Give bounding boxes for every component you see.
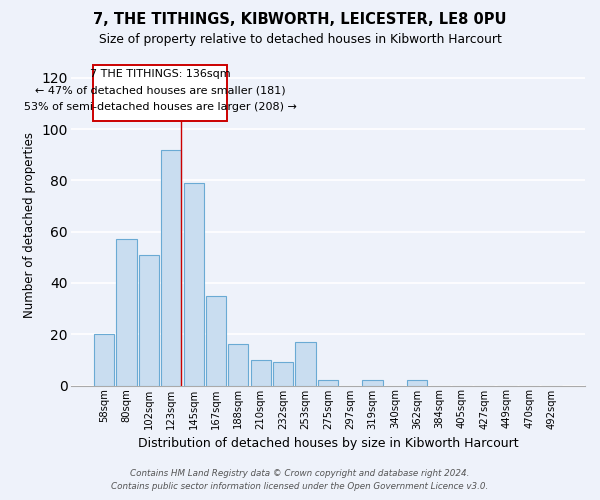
- Text: ← 47% of detached houses are smaller (181): ← 47% of detached houses are smaller (18…: [35, 86, 286, 96]
- Bar: [206, 296, 226, 386]
- Bar: [318, 380, 338, 386]
- Bar: [295, 342, 316, 386]
- Y-axis label: Number of detached properties: Number of detached properties: [23, 132, 36, 318]
- X-axis label: Distribution of detached houses by size in Kibworth Harcourt: Distribution of detached houses by size …: [137, 437, 518, 450]
- Bar: [228, 344, 248, 386]
- Bar: [161, 150, 181, 386]
- Bar: [273, 362, 293, 386]
- FancyBboxPatch shape: [94, 65, 227, 122]
- Bar: [184, 183, 203, 386]
- Text: Contains HM Land Registry data © Crown copyright and database right 2024.
Contai: Contains HM Land Registry data © Crown c…: [112, 470, 488, 491]
- Text: 53% of semi-detached houses are larger (208) →: 53% of semi-detached houses are larger (…: [23, 102, 296, 112]
- Text: Size of property relative to detached houses in Kibworth Harcourt: Size of property relative to detached ho…: [98, 32, 502, 46]
- Bar: [251, 360, 271, 386]
- Bar: [139, 254, 159, 386]
- Text: 7 THE TITHINGS: 136sqm: 7 THE TITHINGS: 136sqm: [90, 69, 230, 79]
- Bar: [362, 380, 383, 386]
- Text: 7, THE TITHINGS, KIBWORTH, LEICESTER, LE8 0PU: 7, THE TITHINGS, KIBWORTH, LEICESTER, LE…: [93, 12, 507, 28]
- Bar: [116, 240, 137, 386]
- Bar: [94, 334, 114, 386]
- Bar: [407, 380, 427, 386]
